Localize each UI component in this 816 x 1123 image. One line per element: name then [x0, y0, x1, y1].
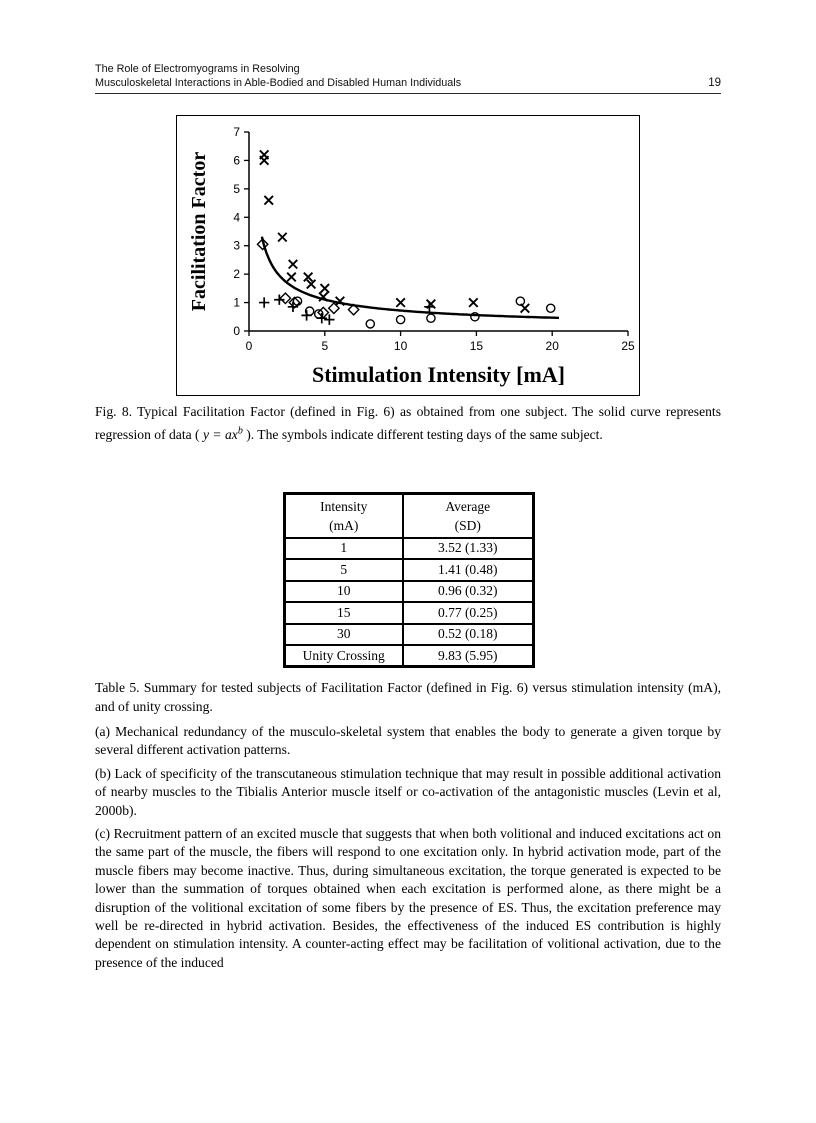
- x-tick-label: 25: [621, 339, 635, 353]
- table-cell: 0.96 (0.32): [401, 579, 535, 603]
- x-tick-label: 20: [546, 339, 560, 353]
- x-marker: [395, 297, 406, 308]
- paragraph-a: (a) Mechanical redundancy of the musculo…: [95, 724, 721, 758]
- x-marker: [468, 297, 479, 308]
- col-header-intensity: Intensity (mA): [283, 492, 404, 539]
- x-marker: [319, 283, 330, 294]
- plus-marker: [324, 314, 335, 325]
- table-row: Unity Crossing 9.83 (5.95): [283, 644, 535, 668]
- y-tick-label: 0: [233, 324, 240, 338]
- figure-8-frame: 0 1 2 3 4 5 6 7 0 5 10 15 20 25 Stimulation Intensity …: [176, 115, 640, 396]
- table-cell: 5: [283, 558, 404, 582]
- circle-marker: [313, 309, 324, 319]
- circle-marker: [515, 296, 526, 306]
- table-row: 15 0.77 (0.25): [283, 601, 535, 625]
- table-cell: 9.83 (5.95): [401, 644, 535, 668]
- x-marker: [277, 232, 288, 243]
- paragraph-b: (b) Lack of specificity of the transcuta…: [95, 765, 721, 818]
- x-tick-label: 15: [470, 339, 484, 353]
- y-tick-label: 1: [233, 296, 240, 310]
- table-header-row: Intensity (mA) Average (SD): [283, 492, 535, 539]
- table-5: Intensity (mA) Average (SD) 1 3.52 (1.33…: [283, 492, 535, 668]
- regression-formula: y = axb: [202, 425, 243, 442]
- x-marker: [334, 296, 345, 307]
- diamond-marker: [279, 292, 292, 305]
- table-cell: 30: [283, 622, 404, 646]
- table-cell: 0.52 (0.18): [401, 622, 535, 646]
- y-axis-title: Facilitation Factor: [188, 152, 210, 312]
- circle-marker: [365, 319, 376, 329]
- regression-curve: [260, 236, 560, 320]
- x-marker: [306, 279, 317, 290]
- y-tick-label: 5: [233, 182, 240, 196]
- x-tick-label: 10: [394, 339, 408, 353]
- facilitation-factor-chart: 0 1 2 3 4 5 6 7 0 5 10 15 20 25 Stimulation Intensity …: [188, 125, 635, 387]
- diamond-marker: [347, 303, 360, 316]
- x-marker: [286, 272, 297, 282]
- diamond-marker: [288, 296, 301, 309]
- y-tick-label: 3: [233, 239, 240, 253]
- plus-marker: [258, 297, 270, 308]
- x-marker: [318, 291, 329, 302]
- running-title-line1: The Role of Electromyograms in Resolving: [95, 63, 300, 75]
- diamond-marker: [317, 306, 330, 319]
- figure-caption-text-pre: Fig. 8. Typical Facilitation Factor (def…: [95, 404, 721, 442]
- circle-marker: [395, 314, 406, 325]
- table-row: 10 0.96 (0.32): [283, 579, 535, 603]
- figure-8-caption: Fig. 8. Typical Facilitation Factor (def…: [95, 400, 721, 446]
- table-cell: 3.52 (1.33): [401, 536, 535, 560]
- paragraph-c: (c) Recruitment pattern of an excited mu…: [95, 826, 721, 970]
- x-tick-label: 0: [246, 339, 253, 353]
- chart-axes: [248, 132, 628, 332]
- table-row: 30 0.52 (0.18): [283, 622, 535, 646]
- circle-marker: [426, 313, 436, 324]
- table-row: 5 1.41 (0.48): [283, 558, 535, 582]
- page-number: 19: [708, 76, 721, 89]
- body-text: (a) Mechanical redundancy of the musculo…: [95, 723, 721, 977]
- table-5-caption: Table 5. Summary for tested subjects of …: [95, 680, 721, 714]
- table-cell: Unity Crossing: [283, 644, 404, 668]
- x-marker: [303, 272, 314, 282]
- page-header: The Role of Electromyograms in Resolving…: [95, 63, 721, 94]
- y-tick-label: 7: [233, 125, 240, 139]
- x-marker: [259, 155, 270, 166]
- table-cell: 15: [283, 601, 404, 625]
- circle-marker: [545, 303, 556, 314]
- plus-marker: [274, 294, 285, 305]
- diamond-marker: [327, 302, 341, 315]
- running-title: The Role of Electromyograms in Resolving…: [95, 63, 461, 90]
- x-marker: [287, 259, 298, 270]
- plus-marker: [424, 301, 435, 313]
- x-axis-title: Stimulation Intensity [mA]: [312, 362, 565, 387]
- figure-caption-text-post: ). The symbols indicate different testin…: [242, 427, 603, 442]
- table-cell: 1: [283, 536, 404, 560]
- table-cell: 10: [283, 579, 404, 603]
- circle-marker: [304, 306, 315, 316]
- y-tick-label: 4: [233, 210, 240, 224]
- table-cell: 0.77 (0.25): [401, 601, 535, 625]
- x-marker: [263, 195, 274, 206]
- table-cell: 1.41 (0.48): [401, 558, 535, 582]
- circle-marker: [470, 311, 480, 322]
- running-title-line2: Musculoskeletal Interactions in Able-Bod…: [95, 76, 462, 89]
- x-tick-label: 5: [321, 339, 328, 353]
- col-header-average: Average (SD): [401, 492, 535, 539]
- y-tick-label: 6: [233, 153, 240, 167]
- y-tick-label: 2: [233, 267, 240, 281]
- diamond-marker: [256, 238, 269, 251]
- table-row: 1 3.52 (1.33): [283, 536, 535, 560]
